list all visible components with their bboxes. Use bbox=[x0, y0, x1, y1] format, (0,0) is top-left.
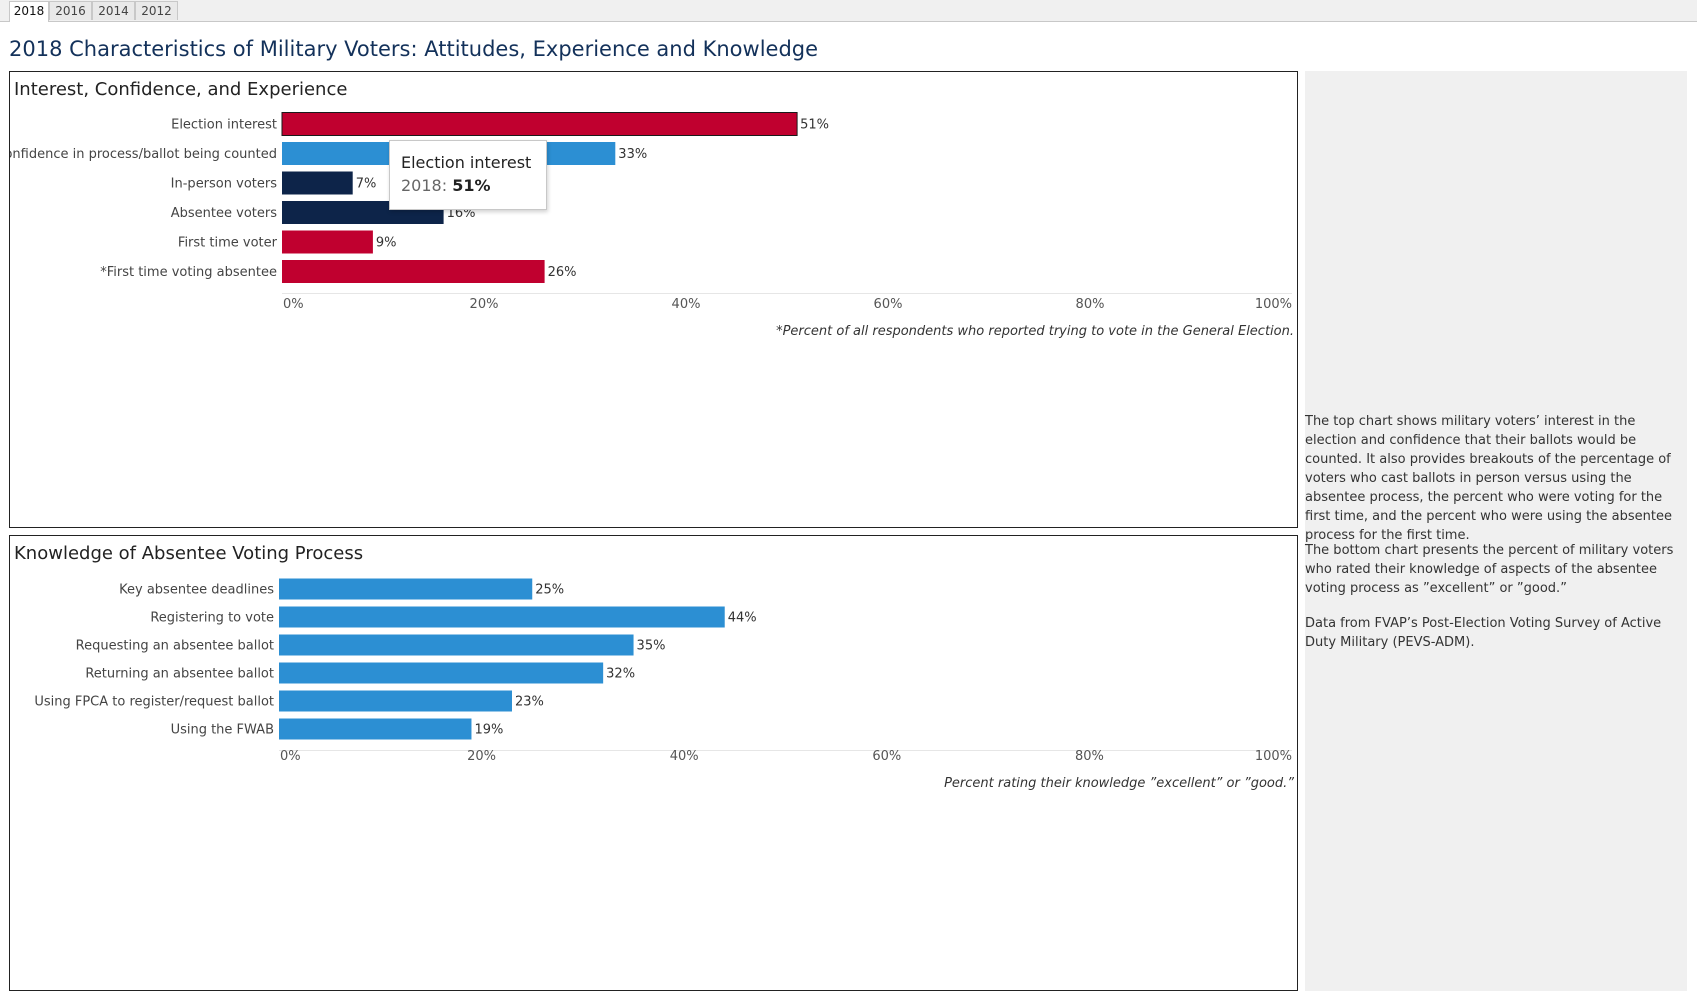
description-side-panel: The top chart shows military voters’ int… bbox=[1305, 71, 1687, 991]
tab-2018[interactable]: 2018 bbox=[9, 1, 49, 22]
x-tick-20-percent: 20% bbox=[470, 297, 499, 312]
tooltip-title: Election interest bbox=[401, 153, 532, 172]
bar-registering-to-vote bbox=[279, 606, 725, 628]
bar-election-interest bbox=[281, 112, 798, 136]
x-tick-0-percent: 0% bbox=[280, 749, 301, 764]
description-top-chart: The top chart shows military voters’ int… bbox=[1305, 414, 1672, 543]
x-tick-100-percent: 100% bbox=[1255, 297, 1292, 312]
data-source-note: Data from FVAP’s Post-Election Voting Su… bbox=[1305, 616, 1662, 650]
tooltip-year: 2018: bbox=[401, 176, 448, 195]
tab-2012[interactable]: 2012 bbox=[135, 1, 178, 20]
category-label-registering-to-vote: Registering to vote bbox=[150, 611, 274, 626]
x-tick-20-percent: 20% bbox=[467, 749, 496, 764]
value-label-returning-an-absentee-ballot: 32% bbox=[606, 667, 635, 682]
category-label-requesting-an-absentee-ballot: Requesting an absentee ballot bbox=[76, 639, 274, 654]
tab-2016[interactable]: 2016 bbox=[49, 1, 92, 20]
value-label-in-person-voters: 7% bbox=[356, 177, 377, 192]
page-title: 2018 Characteristics of Military Voters:… bbox=[9, 37, 819, 61]
x-tick-80-percent: 80% bbox=[1076, 297, 1105, 312]
value-label-election-interest: 51% bbox=[800, 118, 829, 133]
bar-first-time-voting-absentee bbox=[282, 260, 545, 283]
interest-confidence-panel: Interest, Confidence, and Experience Ele… bbox=[9, 71, 1298, 528]
x-tick-0-percent: 0% bbox=[283, 297, 304, 312]
category-label-absentee-voters: Absentee voters bbox=[171, 206, 277, 221]
bar-using-fpca-to-register-request-ballot bbox=[279, 690, 512, 712]
value-label-using-the-fwab: 19% bbox=[474, 723, 503, 738]
category-label-election-interest: Election interest bbox=[171, 118, 277, 133]
knowledge-panel: Knowledge of Absentee Voting Process Key… bbox=[9, 535, 1298, 991]
x-tick-80-percent: 80% bbox=[1075, 749, 1104, 764]
value-label-requesting-an-absentee-ballot: 35% bbox=[637, 639, 666, 654]
bar-first-time-voter bbox=[282, 230, 373, 254]
interest-confidence-chart: Election interest 51% Confidence in proces… bbox=[10, 112, 1292, 312]
x-tick-60-percent: 60% bbox=[872, 749, 901, 764]
year-tab-bar: 2018 2016 2014 2012 bbox=[0, 0, 1697, 22]
category-label-using-fpca-to-register-request-ballot: Using FPCA to register/request ballot bbox=[34, 695, 274, 710]
chart-title-knowledge: Knowledge of Absentee Voting Process bbox=[14, 543, 364, 564]
tooltip-value: 51% bbox=[452, 176, 491, 195]
bar-tooltip: Election interest 2018: 51% bbox=[389, 140, 547, 210]
value-label-key-absentee-deadlines: 25% bbox=[535, 583, 564, 598]
description-bottom-chart: The bottom chart presents the percent of… bbox=[1305, 543, 1674, 596]
x-tick-60-percent: 60% bbox=[874, 297, 903, 312]
category-label-key-absentee-deadlines: Key absentee deadlines bbox=[119, 583, 274, 598]
chart-footnote-knowledge: Percent rating their knowledge ”excellen… bbox=[944, 776, 1294, 791]
tab-2014[interactable]: 2014 bbox=[92, 1, 135, 20]
chart-title-interest: Interest, Confidence, and Experience bbox=[14, 79, 348, 100]
category-label-confidence-in-process-ballot-being-counted: Confidence in process/ballot being count… bbox=[10, 147, 277, 162]
x-tick-40-percent: 40% bbox=[672, 297, 701, 312]
bar-requesting-an-absentee-ballot bbox=[279, 634, 634, 656]
category-label-first-time-voting-absentee: *First time voting absentee bbox=[100, 265, 277, 280]
bar-in-person-voters bbox=[282, 171, 353, 195]
value-label-registering-to-vote: 44% bbox=[728, 611, 757, 626]
x-tick-100-percent: 100% bbox=[1255, 749, 1292, 764]
x-tick-40-percent: 40% bbox=[670, 749, 699, 764]
category-label-in-person-voters: In-person voters bbox=[171, 177, 278, 192]
value-label-first-time-voting-absentee: 26% bbox=[548, 265, 577, 280]
bar-key-absentee-deadlines bbox=[279, 578, 533, 600]
value-label-first-time-voter: 9% bbox=[376, 236, 397, 251]
chart-footnote-interest: *Percent of all respondents who reported… bbox=[776, 324, 1294, 339]
bar-using-the-fwab bbox=[279, 718, 472, 740]
category-label-first-time-voter: First time voter bbox=[178, 236, 278, 251]
knowledge-chart: Key absentee deadlines 25% Registering to … bbox=[34, 578, 1292, 764]
category-label-returning-an-absentee-ballot: Returning an absentee ballot bbox=[85, 667, 274, 682]
category-label-using-the-fwab: Using the FWAB bbox=[171, 723, 274, 738]
tooltip-value-line: 2018: 51% bbox=[401, 176, 535, 195]
value-label-confidence-in-process-ballot-being-counted: 33% bbox=[618, 147, 647, 162]
value-label-using-fpca-to-register-request-ballot: 23% bbox=[515, 695, 544, 710]
bar-returning-an-absentee-ballot bbox=[279, 662, 604, 684]
